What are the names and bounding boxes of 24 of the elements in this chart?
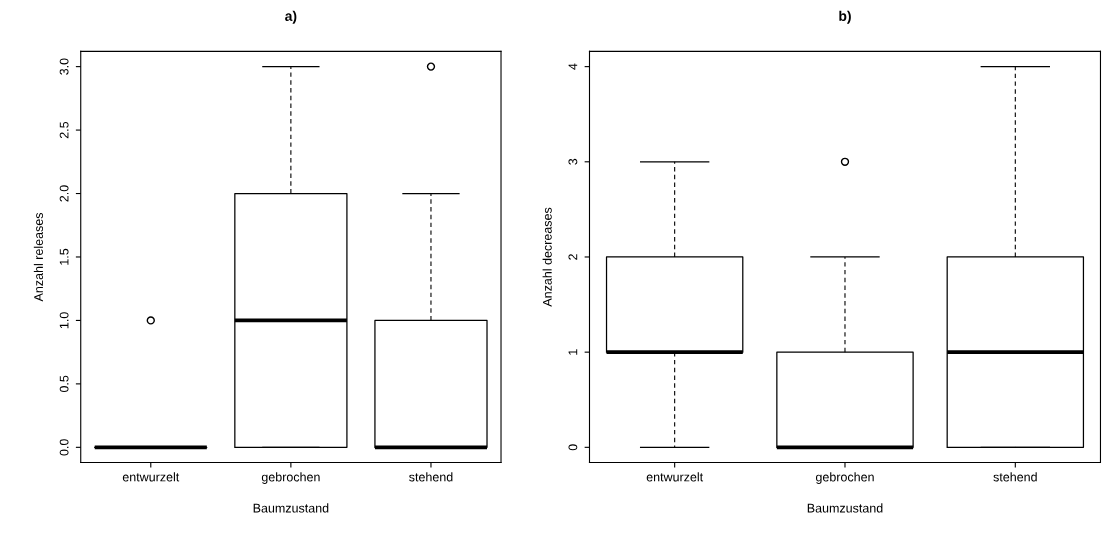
y-tick-label: 1.5 — [59, 248, 69, 265]
y-axis-title: Anzahl decreases — [542, 207, 552, 307]
y-tick-label: 1.0 — [59, 312, 69, 329]
y-tick-label: 0.0 — [59, 439, 69, 456]
y-tick-label: 2.0 — [59, 185, 69, 202]
y-tick-label: 0 — [568, 444, 578, 451]
x-axis-title: Baumzustand — [253, 503, 329, 513]
y-tick-label: 3 — [568, 158, 578, 165]
y-tick-label: 2 — [568, 254, 578, 260]
x-tick-label: stehend — [993, 472, 1037, 482]
x-tick-label: gebrochen — [815, 472, 874, 484]
x-tick-label: gebrochen — [261, 472, 320, 484]
x-tick-label: entwurzelt — [646, 472, 704, 482]
x-tick-label: entwurzelt — [122, 472, 180, 482]
y-tick-label: 3.0 — [59, 58, 69, 75]
x-tick-label: stehend — [409, 472, 453, 482]
y-axis-title: Anzahl releases — [33, 212, 43, 302]
y-tick-label: 4 — [568, 63, 578, 70]
chart-title: b) — [839, 10, 851, 24]
y-tick-label: 0.5 — [59, 375, 69, 393]
y-tick-label: 2.5 — [59, 121, 69, 139]
x-axis-title: Baumzustand — [807, 503, 883, 513]
chart-title: a) — [285, 10, 297, 24]
y-tick-label: 1 — [568, 349, 578, 355]
